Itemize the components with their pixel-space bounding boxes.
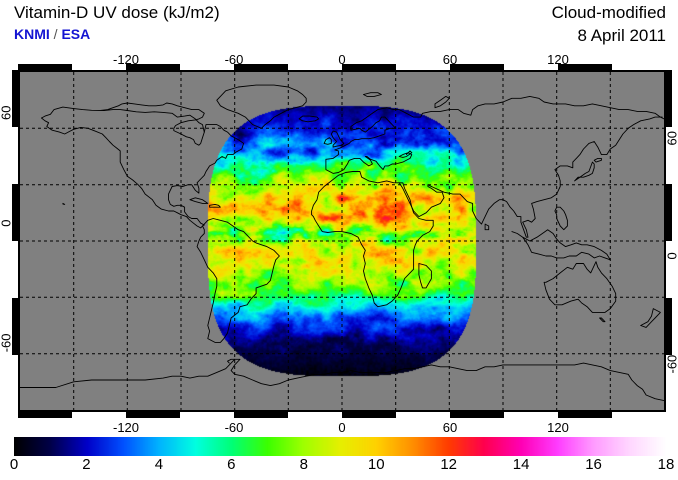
lon-tick-bottom-0: 0 — [338, 420, 346, 435]
header: Vitamin-D UV dose (kJ/m2) KNMI / ESA Clo… — [0, 0, 678, 52]
lat-tick-right-0: 0 — [664, 252, 678, 260]
coastlines — [20, 84, 664, 402]
colorbar-tick-labels: 0 2 4 6 8 10 12 14 16 18 — [0, 456, 678, 478]
tickbar-top — [18, 64, 666, 70]
colorbar — [14, 437, 666, 456]
graticule-grid — [20, 72, 664, 410]
lon-tick-top-60: 60 — [442, 52, 458, 67]
lat-tick-left--60: -60 — [0, 333, 14, 353]
page-title: Vitamin-D UV dose (kJ/m2) — [14, 3, 220, 22]
date-label: 8 April 2011 — [577, 26, 666, 45]
colorbar-tick-12: 12 — [440, 456, 457, 473]
lon-tick-top-0: 0 — [338, 52, 346, 67]
knmi-label: KNMI — [14, 26, 50, 42]
esa-label: ESA — [61, 26, 91, 42]
lat-tick-right-60: 60 — [664, 131, 678, 146]
lat-tick-left-0: 0 — [0, 219, 14, 227]
lon-tick-top-120: 120 — [547, 52, 569, 67]
colorbar-tick-2: 2 — [82, 456, 91, 473]
tickbar-right — [666, 70, 672, 412]
colorbar-gradient — [14, 437, 666, 456]
lon-tick-bottom-120: 120 — [547, 420, 569, 435]
lon-tick-bottom-60: 60 — [442, 420, 458, 435]
lon-tick-bottom--120: -120 — [112, 420, 140, 435]
colorbar-tick-18: 18 — [657, 456, 675, 473]
organisation-credit: KNMI / ESA — [14, 26, 90, 42]
lat-tick-left-60: 60 — [0, 105, 14, 120]
credit-separator: / — [49, 26, 62, 42]
colorbar-tick-16: 16 — [585, 456, 602, 473]
coastline-overlay — [20, 72, 664, 410]
colorbar-tick-8: 8 — [299, 456, 308, 473]
lon-tick-top--120: -120 — [112, 52, 140, 67]
colorbar-tick-0: 0 — [9, 456, 19, 473]
colorbar-tick-4: 4 — [154, 456, 164, 473]
map-frame — [18, 70, 666, 412]
lon-tick-top--60: -60 — [224, 52, 244, 67]
colorbar-tick-6: 6 — [227, 456, 236, 473]
colorbar-tick-14: 14 — [512, 456, 530, 473]
map-area — [12, 64, 672, 418]
colorbar-tick-10: 10 — [367, 456, 385, 473]
product-type-label: Cloud-modified — [551, 3, 666, 22]
lat-tick-right--60: -60 — [664, 354, 678, 374]
tickbar-left — [12, 70, 18, 412]
lon-tick-bottom--60: -60 — [224, 420, 244, 435]
tickbar-bottom — [18, 412, 666, 418]
